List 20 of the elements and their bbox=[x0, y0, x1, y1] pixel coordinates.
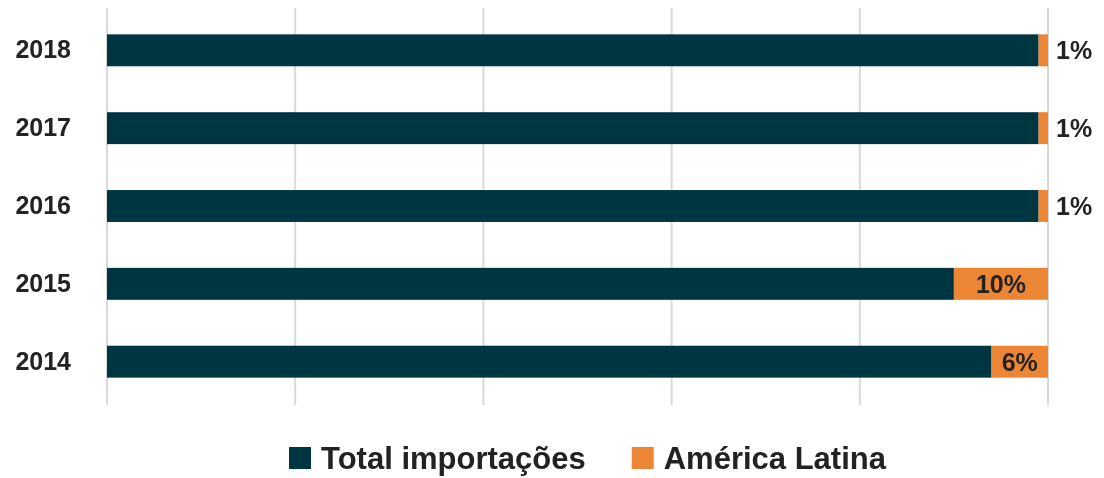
y-tick-label: 2015 bbox=[15, 268, 72, 297]
data-label: 6% bbox=[1001, 347, 1038, 376]
data-label: 1% bbox=[1056, 114, 1093, 143]
y-tick-label: 2016 bbox=[15, 191, 71, 219]
bar bbox=[1038, 112, 1048, 145]
y-tick-label: 2017 bbox=[15, 113, 71, 142]
bar bbox=[107, 190, 1039, 222]
data-label: 10% bbox=[975, 269, 1026, 298]
legend-label: América Latina bbox=[663, 441, 887, 477]
bar bbox=[107, 34, 1039, 67]
bar bbox=[107, 267, 954, 300]
bar bbox=[1038, 190, 1048, 222]
bar bbox=[107, 345, 992, 378]
data-label: 1% bbox=[1056, 192, 1093, 220]
data-label: 1% bbox=[1056, 36, 1093, 65]
bar bbox=[107, 112, 1039, 145]
y-tick-label: 2018 bbox=[15, 35, 72, 64]
legend-label: Total importações bbox=[321, 441, 586, 477]
y-tick-label: 2014 bbox=[15, 346, 72, 375]
bar bbox=[1038, 34, 1048, 67]
